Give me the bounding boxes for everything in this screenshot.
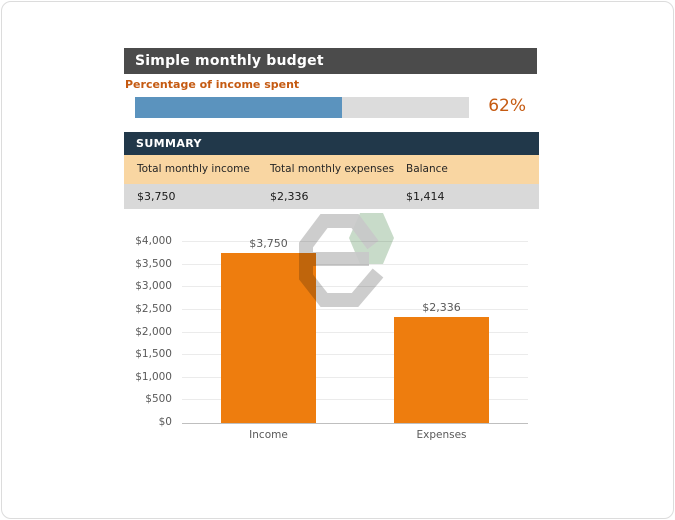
gauge-section-label: Percentage of income spent: [125, 78, 300, 91]
y-axis-tick-label: $3,000: [135, 280, 172, 293]
budget-bar-chart: $0 $500 $1,000 $1,500 $2,000 $2,500 $3,000 $3,5…: [135, 235, 528, 441]
gridline: [182, 308, 528, 310]
progress-bar-fill: [135, 97, 343, 118]
gridline: [182, 399, 528, 401]
summary-values-row: $3,750 $2,336 $1,414: [124, 184, 539, 209]
column-header-expenses: Total monthly expenses: [270, 163, 395, 175]
summary-title: SUMMARY: [136, 137, 202, 150]
balance-value: $1,414: [406, 190, 445, 203]
income-spent-progress-bar: [135, 97, 469, 118]
y-axis-tick-label: $1,500: [135, 348, 172, 361]
gridline: [182, 354, 528, 356]
percent-spent-value: 62%: [488, 96, 526, 116]
x-axis-line: [182, 423, 528, 424]
y-axis-tick-label: $2,000: [135, 325, 172, 338]
bar-value-label: $3,750: [249, 237, 288, 251]
y-axis-tick-label: $4,000: [135, 235, 172, 247]
total-expenses-value: $2,336: [270, 190, 309, 203]
gridline: [182, 331, 528, 333]
bar-expenses: [394, 317, 489, 423]
summary-header-bar: SUMMARY: [124, 132, 539, 155]
x-axis-category-label: Income: [249, 429, 288, 441]
total-income-value: $3,750: [137, 190, 176, 203]
title-bar: Simple monthly budget: [124, 48, 537, 74]
y-axis-tick-label: $0: [158, 416, 172, 428]
summary-column-headers-row: Total monthly income Total monthly expen…: [124, 155, 539, 184]
column-header-balance: Balance: [406, 163, 448, 175]
page-title: Simple monthly budget: [135, 53, 324, 69]
bar-income: [221, 253, 316, 423]
bar-value-label: $2,336: [422, 301, 461, 315]
y-axis-tick-label: $1,000: [135, 370, 172, 383]
y-axis-tick-label: $3,500: [135, 257, 172, 270]
x-axis-category-label: Expenses: [416, 429, 467, 441]
column-header-income: Total monthly income: [137, 163, 250, 175]
y-axis-tick-label: $2,500: [135, 302, 172, 315]
y-axis-tick-label: $500: [145, 393, 172, 406]
gridline: [182, 376, 528, 378]
